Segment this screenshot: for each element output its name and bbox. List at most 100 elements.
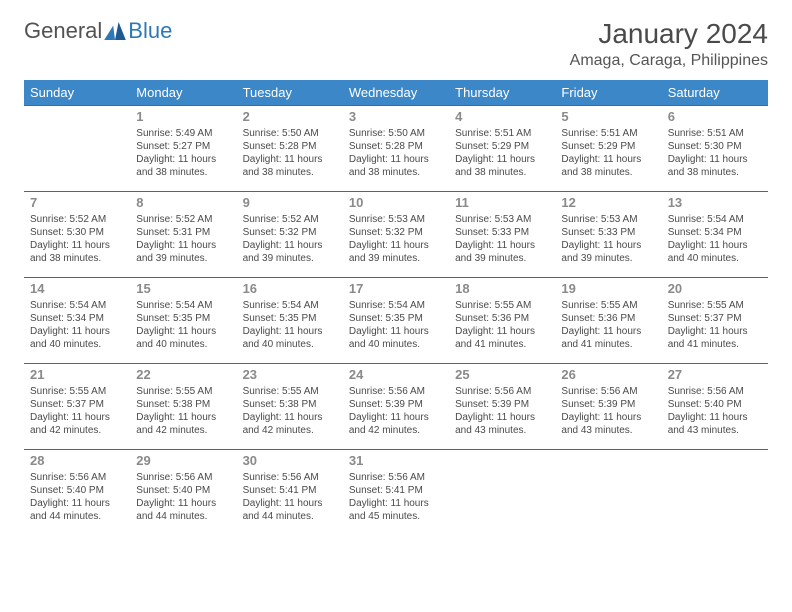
calendar-day-cell (449, 450, 555, 536)
day-info-line: and 44 minutes. (243, 510, 337, 523)
day-info-line: Sunset: 5:29 PM (455, 140, 549, 153)
day-info-line: Daylight: 11 hours (455, 411, 549, 424)
day-info-line: Daylight: 11 hours (561, 411, 655, 424)
day-info-line: Daylight: 11 hours (136, 411, 230, 424)
day-info-line: Sunset: 5:40 PM (136, 484, 230, 497)
weekday-header: Thursday (449, 80, 555, 106)
day-info-line: Daylight: 11 hours (349, 411, 443, 424)
day-info-line: Daylight: 11 hours (455, 239, 549, 252)
day-info-line: Daylight: 11 hours (561, 153, 655, 166)
day-number: 30 (243, 453, 337, 470)
month-title: January 2024 (570, 18, 768, 50)
day-info-line: Sunset: 5:33 PM (561, 226, 655, 239)
day-info-line: Sunset: 5:35 PM (136, 312, 230, 325)
day-info-line: Daylight: 11 hours (136, 239, 230, 252)
day-info-line: Sunrise: 5:56 AM (136, 471, 230, 484)
day-info-line: and 39 minutes. (561, 252, 655, 265)
day-info-line: Sunset: 5:39 PM (455, 398, 549, 411)
day-info-line: Sunrise: 5:54 AM (243, 299, 337, 312)
day-info-line: Sunset: 5:40 PM (30, 484, 124, 497)
day-info-line: Sunrise: 5:51 AM (561, 127, 655, 140)
day-info-line: Sunset: 5:40 PM (668, 398, 762, 411)
day-info-line: Sunrise: 5:55 AM (243, 385, 337, 398)
day-number: 3 (349, 109, 443, 126)
day-info-line: and 44 minutes. (30, 510, 124, 523)
day-info-line: Daylight: 11 hours (668, 411, 762, 424)
calendar-day-cell: 21Sunrise: 5:55 AMSunset: 5:37 PMDayligh… (24, 364, 130, 450)
day-info-line: and 39 minutes. (243, 252, 337, 265)
calendar-table: SundayMondayTuesdayWednesdayThursdayFrid… (24, 80, 768, 536)
calendar-day-cell: 30Sunrise: 5:56 AMSunset: 5:41 PMDayligh… (237, 450, 343, 536)
day-number: 6 (668, 109, 762, 126)
day-info-line: Daylight: 11 hours (136, 497, 230, 510)
calendar-day-cell: 8Sunrise: 5:52 AMSunset: 5:31 PMDaylight… (130, 192, 236, 278)
day-info-line: and 38 minutes. (349, 166, 443, 179)
day-info-line: Sunrise: 5:54 AM (349, 299, 443, 312)
day-info-line: Daylight: 11 hours (349, 325, 443, 338)
day-info-line: Sunset: 5:34 PM (668, 226, 762, 239)
day-info-line: Daylight: 11 hours (243, 153, 337, 166)
day-number: 16 (243, 281, 337, 298)
calendar-day-cell: 12Sunrise: 5:53 AMSunset: 5:33 PMDayligh… (555, 192, 661, 278)
day-number: 13 (668, 195, 762, 212)
day-info-line: and 38 minutes. (136, 166, 230, 179)
weekday-header: Friday (555, 80, 661, 106)
calendar-day-cell: 24Sunrise: 5:56 AMSunset: 5:39 PMDayligh… (343, 364, 449, 450)
day-info-line: Sunset: 5:28 PM (243, 140, 337, 153)
calendar-week-row: 28Sunrise: 5:56 AMSunset: 5:40 PMDayligh… (24, 450, 768, 536)
day-info-line: and 42 minutes. (349, 424, 443, 437)
day-info-line: Sunrise: 5:56 AM (30, 471, 124, 484)
day-info-line: Sunset: 5:32 PM (243, 226, 337, 239)
day-info-line: Daylight: 11 hours (30, 497, 124, 510)
day-info-line: and 38 minutes. (243, 166, 337, 179)
day-info-line: Sunset: 5:37 PM (668, 312, 762, 325)
day-number: 21 (30, 367, 124, 384)
day-info-line: Daylight: 11 hours (136, 153, 230, 166)
day-info-line: and 42 minutes. (30, 424, 124, 437)
day-info-line: and 40 minutes. (30, 338, 124, 351)
calendar-day-cell (24, 106, 130, 192)
day-info-line: Sunset: 5:41 PM (349, 484, 443, 497)
day-info-line: Sunrise: 5:55 AM (455, 299, 549, 312)
day-info-line: Daylight: 11 hours (30, 411, 124, 424)
day-number: 17 (349, 281, 443, 298)
day-info-line: and 44 minutes. (136, 510, 230, 523)
day-info-line: Sunrise: 5:54 AM (136, 299, 230, 312)
calendar-day-cell: 4Sunrise: 5:51 AMSunset: 5:29 PMDaylight… (449, 106, 555, 192)
calendar-body: 1Sunrise: 5:49 AMSunset: 5:27 PMDaylight… (24, 106, 768, 536)
day-info-line: Sunset: 5:38 PM (136, 398, 230, 411)
day-info-line: Daylight: 11 hours (349, 153, 443, 166)
day-info-line: and 40 minutes. (349, 338, 443, 351)
day-info-line: and 38 minutes. (455, 166, 549, 179)
calendar-day-cell: 23Sunrise: 5:55 AMSunset: 5:38 PMDayligh… (237, 364, 343, 450)
day-number: 4 (455, 109, 549, 126)
day-info-line: and 40 minutes. (136, 338, 230, 351)
day-info-line: Daylight: 11 hours (243, 325, 337, 338)
day-info-line: Sunrise: 5:56 AM (243, 471, 337, 484)
day-number: 31 (349, 453, 443, 470)
day-number: 19 (561, 281, 655, 298)
day-info-line: Sunset: 5:37 PM (30, 398, 124, 411)
day-number: 9 (243, 195, 337, 212)
header: General Blue January 2024 Amaga, Caraga,… (24, 18, 768, 70)
day-info-line: Sunset: 5:35 PM (243, 312, 337, 325)
day-info-line: Sunset: 5:31 PM (136, 226, 230, 239)
day-info-line: Sunrise: 5:53 AM (455, 213, 549, 226)
day-info-line: Daylight: 11 hours (243, 239, 337, 252)
calendar-day-cell (555, 450, 661, 536)
day-info-line: Sunset: 5:28 PM (349, 140, 443, 153)
day-info-line: Daylight: 11 hours (136, 325, 230, 338)
day-info-line: Sunrise: 5:55 AM (561, 299, 655, 312)
calendar-day-cell: 20Sunrise: 5:55 AMSunset: 5:37 PMDayligh… (662, 278, 768, 364)
calendar-week-row: 7Sunrise: 5:52 AMSunset: 5:30 PMDaylight… (24, 192, 768, 278)
day-info-line: Daylight: 11 hours (349, 239, 443, 252)
day-info-line: Sunset: 5:39 PM (349, 398, 443, 411)
day-info-line: Sunset: 5:30 PM (668, 140, 762, 153)
brand-logo: General Blue (24, 18, 172, 44)
day-info-line: Sunrise: 5:51 AM (455, 127, 549, 140)
calendar-day-cell: 2Sunrise: 5:50 AMSunset: 5:28 PMDaylight… (237, 106, 343, 192)
day-info-line: Sunrise: 5:56 AM (561, 385, 655, 398)
calendar-day-cell: 11Sunrise: 5:53 AMSunset: 5:33 PMDayligh… (449, 192, 555, 278)
day-info-line: Sunrise: 5:55 AM (30, 385, 124, 398)
day-info-line: and 40 minutes. (668, 252, 762, 265)
